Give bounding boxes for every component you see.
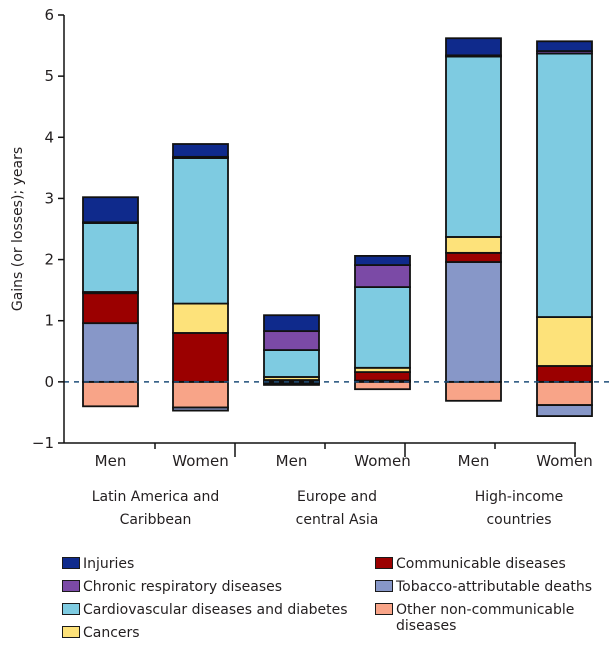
bar-segment-injuries-0 [82, 196, 139, 224]
bar-segment-cardiovascular-diseases-and-diabetes-1 [172, 157, 229, 305]
bars-layer [82, 37, 593, 417]
legend-left-column: Injuries Chronic respiratory diseases Ca… [62, 556, 348, 648]
bar-segment-communicable-diseases-4 [445, 251, 502, 263]
x-category-label: Women [172, 452, 228, 470]
y-axis-title: Gains (or losses); years [10, 147, 26, 311]
bar-segment-other-non-communicable-diseases-0 [82, 380, 139, 408]
legend-swatch-communicable [375, 557, 393, 569]
bar-segment-cardiovascular-diseases-and-diabetes-5 [536, 52, 593, 318]
y-tick-label: 3 [44, 189, 54, 207]
bar-segment-communicable-diseases-3 [354, 371, 411, 382]
group-label-line2: Caribbean [120, 512, 192, 528]
bar-segment-tobacco-attributable-deaths-1 [172, 406, 229, 412]
legend-label: Other non-communicable diseases [396, 602, 574, 634]
legend-swatch-cancers [62, 626, 80, 638]
bar-segment-cardiovascular-diseases-and-diabetes-2 [263, 349, 320, 378]
legend-swatch-tobacco [375, 580, 393, 592]
x-category-label: Men [95, 452, 127, 470]
bar-segment-injuries-3 [354, 255, 411, 266]
bar-segment-communicable-diseases-0 [82, 292, 139, 325]
x-category-label: Men [458, 452, 490, 470]
x-category-label: Women [536, 452, 592, 470]
bar-segment-other-non-communicable-diseases-3 [354, 380, 411, 391]
legend-swatch-chronic-respiratory [62, 580, 80, 592]
y-tick-label: 6 [44, 6, 54, 24]
axes-layer: 6 5 4 3 2 1 0 −1 Men Women Men Women Men Women Latin A… [32, 6, 593, 528]
legend-label: Communicable diseases [396, 556, 566, 572]
legend-label: Cancers [83, 625, 140, 641]
y-tick-label: −1 [32, 434, 54, 452]
bar-segment-other-non-communicable-diseases-5 [536, 380, 593, 406]
group-label-line1: High-income [475, 489, 564, 505]
legend-item-chronic-respiratory: Chronic respiratory diseases [62, 579, 348, 602]
bar-segment-tobacco-attributable-deaths-4 [445, 261, 502, 383]
legend-item-communicable: Communicable diseases [375, 556, 592, 579]
bar-segment-cancers-1 [172, 302, 229, 334]
legend-swatch-other-non-communicable [375, 603, 393, 615]
y-tick-label: 2 [44, 251, 54, 269]
y-tick-label: 1 [44, 312, 54, 330]
legend-label: Injuries [83, 556, 135, 572]
bar-segment-communicable-diseases-5 [536, 365, 593, 383]
legend-label: Cardiovascular diseases and diabetes [83, 602, 348, 618]
x-category-label: Women [354, 452, 410, 470]
bar-segment-injuries-4 [445, 37, 502, 57]
bar-segment-tobacco-attributable-deaths-5 [536, 404, 593, 417]
legend-label: Chronic respiratory diseases [83, 579, 283, 595]
y-tick-label: 4 [44, 128, 54, 146]
legend-right-column: Communicable diseases Tobacco-attributab… [375, 556, 592, 634]
legend-item-other-non-communicable: Other non-communicable diseases [375, 602, 592, 634]
group-label-line1: Latin America and [92, 489, 220, 505]
legend-swatch-injuries [62, 557, 80, 569]
bar-segment-cardiovascular-diseases-and-diabetes-4 [445, 55, 502, 238]
legend-label-line1: Other non-communicable [396, 602, 575, 618]
legend-label-line2: diseases [396, 618, 457, 634]
bar-segment-communicable-diseases-1 [172, 332, 229, 383]
group-label-line2: countries [486, 512, 551, 528]
bar-segment-other-non-communicable-diseases-1 [172, 380, 229, 409]
bar-segment-tobacco-attributable-deaths-0 [82, 322, 139, 383]
group-label-line2: central Asia [296, 512, 379, 528]
bar-segment-tobacco-attributable-deaths-2 [263, 382, 320, 386]
chart: 6 5 4 3 2 1 0 −1 Men Women Men Women Men Women Latin A… [10, 6, 612, 528]
legend-item-tobacco: Tobacco-attributable deaths [375, 579, 592, 602]
legend-swatch-cardiovascular [62, 603, 80, 615]
legend-item-cardiovascular: Cardiovascular diseases and diabetes [62, 602, 348, 625]
bar-segment-cancers-5 [536, 316, 593, 367]
bar-segment-chronic-respiratory-diseases-3 [354, 264, 411, 288]
y-tick-label: 5 [44, 67, 54, 85]
bar-segment-cancers-4 [445, 236, 502, 254]
bar-segment-injuries-1 [172, 143, 229, 158]
legend-label: Tobacco-attributable deaths [396, 579, 593, 595]
bar-segment-cardiovascular-diseases-and-diabetes-3 [354, 286, 411, 369]
bar-segment-other-non-communicable-diseases-4 [445, 380, 502, 402]
bar-segment-injuries-2 [263, 314, 320, 333]
group-label-line1: Europe and [297, 489, 377, 505]
bar-segment-cardiovascular-diseases-and-diabetes-0 [82, 221, 139, 293]
bar-segment-chronic-respiratory-diseases-2 [263, 330, 320, 351]
bar-segment-injuries-5 [536, 40, 593, 52]
legend-item-cancers: Cancers [62, 625, 348, 648]
x-category-label: Men [276, 452, 308, 470]
legend-item-injuries: Injuries [62, 556, 348, 579]
y-tick-label: 0 [44, 373, 54, 391]
